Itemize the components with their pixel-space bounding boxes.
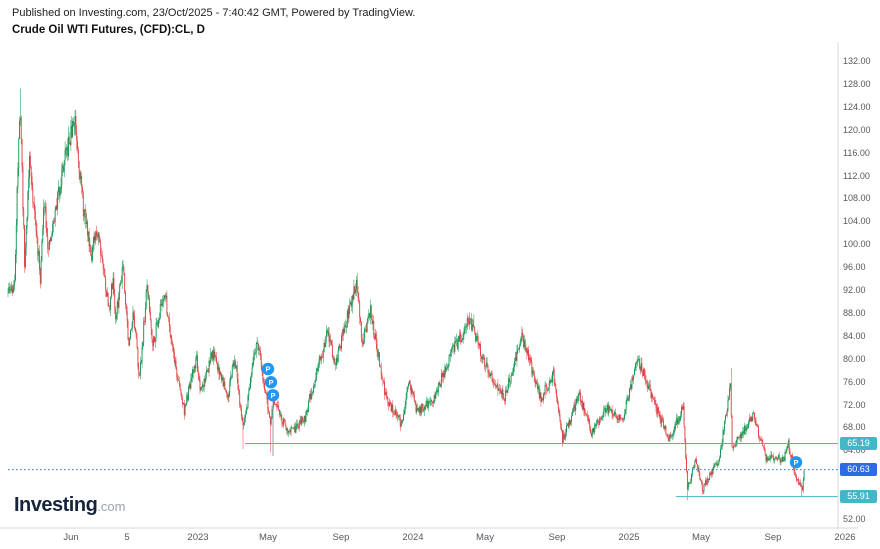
candle-bodies-up xyxy=(7,116,805,492)
y-tick-label: 84.00 xyxy=(843,331,866,341)
y-tick-label: 52.00 xyxy=(843,514,866,524)
y-tick-label: 112.00 xyxy=(843,171,870,181)
x-tick-label: May xyxy=(692,532,710,543)
y-tick-label: 92.00 xyxy=(843,285,866,295)
price-tag: 65.19 xyxy=(840,437,877,450)
x-tick-label: 2023 xyxy=(187,532,209,543)
y-tick-label: 96.00 xyxy=(843,262,866,272)
candle-bodies-down xyxy=(9,116,803,492)
pin-label: P xyxy=(270,391,275,400)
y-tick-label: 120.00 xyxy=(843,125,871,135)
y-tick-label: 124.00 xyxy=(843,102,871,112)
y-tick-label: 104.00 xyxy=(843,216,871,226)
published-caption: Published on Investing.com, 23/Oct/2025 … xyxy=(12,7,416,19)
price-tag: 60.63 xyxy=(840,463,877,476)
y-tick-label: 72.00 xyxy=(843,400,866,410)
pin-marker-p[interactable]: P xyxy=(264,376,278,389)
y-tick-label: 132.00 xyxy=(843,56,871,66)
x-tick-label: Sep xyxy=(764,532,782,543)
x-tick-label: Sep xyxy=(548,532,566,543)
y-tick-label: 108.00 xyxy=(843,193,871,203)
x-tick-label: May xyxy=(259,532,277,543)
x-tick-label: Sep xyxy=(332,532,350,543)
logo-wordmark: Investing xyxy=(14,494,98,516)
x-tick-label: 2024 xyxy=(402,532,424,543)
instrument-title: Crude Oil WTI Futures, (CFD):CL, D xyxy=(12,24,205,36)
pin-label: P xyxy=(265,365,270,374)
pin-marker-p[interactable]: P xyxy=(789,456,803,469)
y-tick-label: 116.00 xyxy=(843,148,870,158)
logo-suffix: .com xyxy=(97,499,126,514)
x-tick-label: 2026 xyxy=(834,532,855,543)
x-tick-label: May xyxy=(476,532,494,543)
y-tick-label: 76.00 xyxy=(843,377,866,387)
pin-circle xyxy=(789,456,803,469)
pin-marker-p[interactable]: P xyxy=(266,389,280,402)
x-axis[interactable]: Jun 5 2023 May Sep 2024 May Sep 2025 May Sep 2026 xyxy=(0,531,855,547)
x-tick-label: 5 xyxy=(124,532,130,543)
y-tick-label: 64.00 xyxy=(843,445,866,455)
y-tick-label: 100.00 xyxy=(843,239,871,249)
x-tick-label: 2025 xyxy=(618,532,640,543)
pin-circle xyxy=(266,389,280,402)
pin-label: P xyxy=(793,458,798,467)
pin-circle xyxy=(261,362,275,376)
x-tick-label: Jun xyxy=(63,532,79,543)
investing-logo: Investing.com xyxy=(14,494,125,517)
pin-label: P xyxy=(268,378,273,387)
pin-marker-p[interactable]: P xyxy=(261,362,275,376)
y-tick-label: 68.00 xyxy=(843,422,866,432)
y-tick-label: 80.00 xyxy=(843,354,866,364)
y-tick-label: 128.00 xyxy=(843,79,871,89)
pin-circle xyxy=(264,376,278,389)
price-tag: 55.91 xyxy=(840,490,877,503)
y-tick-label: 88.00 xyxy=(843,308,866,318)
